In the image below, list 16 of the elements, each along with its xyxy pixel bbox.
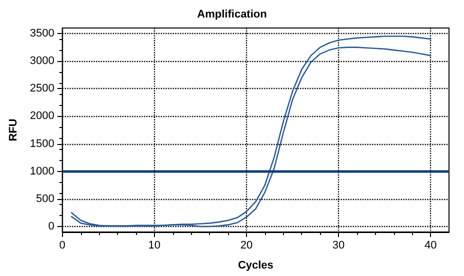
- y-axis-title: RFU: [8, 118, 20, 142]
- y-tick-label: 1500: [30, 138, 54, 150]
- y-tick-label: 0: [48, 220, 54, 232]
- y-tick-label: 3000: [30, 55, 54, 68]
- x-tick-label: 40: [424, 240, 437, 252]
- x-tick-label: 20: [240, 240, 253, 252]
- y-tick-label: 1000: [30, 165, 54, 178]
- x-axis-title: Cycles: [238, 260, 274, 272]
- y-tick-label: 3500: [30, 28, 54, 40]
- x-tick-label: 30: [332, 240, 345, 252]
- y-tick-label: 2500: [30, 82, 54, 95]
- y-tick-label: 500: [36, 192, 54, 205]
- x-tick-label: 0: [59, 240, 66, 252]
- chart-title: Amplification: [197, 8, 268, 20]
- y-tick-label: 2000: [30, 110, 54, 122]
- x-tick-label: 10: [148, 240, 161, 252]
